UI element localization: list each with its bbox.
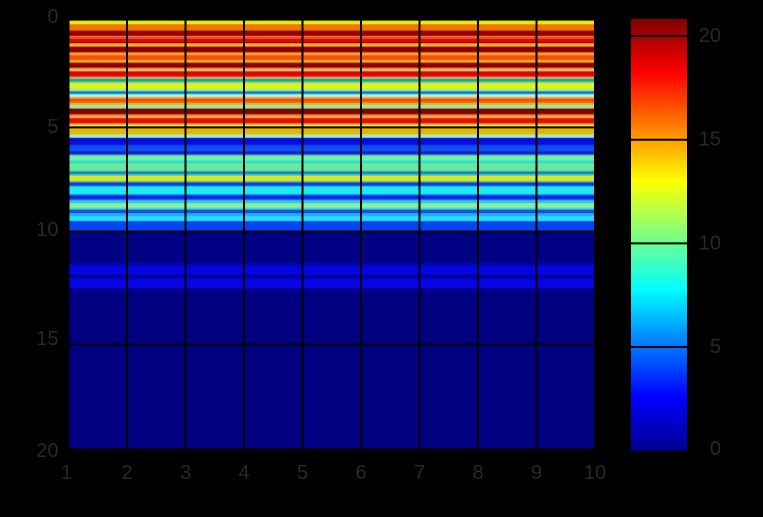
svg-text:7: 7 [414, 462, 425, 484]
svg-text:15: 15 [36, 328, 58, 350]
svg-text:10: 10 [36, 219, 58, 241]
svg-text:10: 10 [584, 462, 606, 484]
svg-text:20: 20 [699, 25, 721, 47]
svg-text:4: 4 [238, 462, 249, 484]
svg-text:8: 8 [472, 462, 483, 484]
svg-text:5: 5 [297, 462, 308, 484]
svg-text:9: 9 [531, 462, 542, 484]
svg-text:5: 5 [710, 336, 721, 358]
svg-text:5: 5 [47, 116, 58, 138]
svg-text:1: 1 [61, 462, 72, 484]
svg-text:10: 10 [699, 232, 721, 254]
svg-text:2: 2 [121, 462, 132, 484]
svg-text:0: 0 [710, 438, 721, 460]
svg-text:0: 0 [47, 6, 58, 28]
svg-text:20: 20 [36, 440, 58, 462]
svg-text:15: 15 [699, 129, 721, 151]
svg-text:3: 3 [180, 462, 191, 484]
svg-text:6: 6 [355, 462, 366, 484]
